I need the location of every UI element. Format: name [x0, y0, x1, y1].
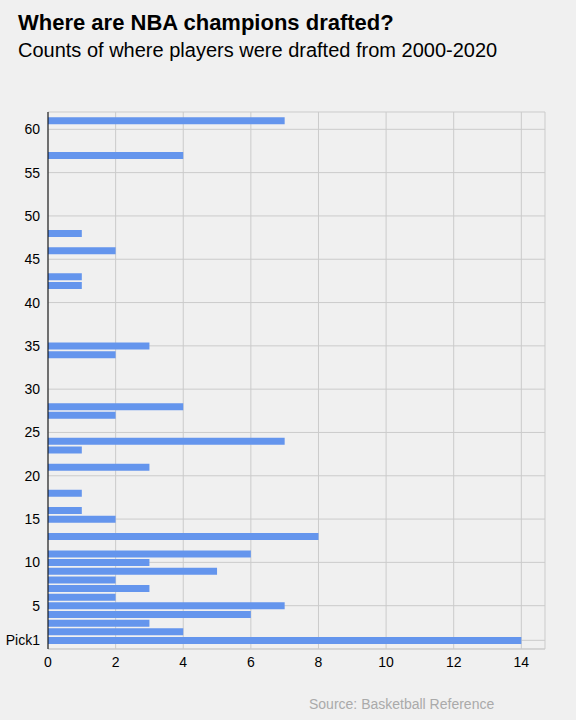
svg-text:10: 10 [24, 554, 40, 570]
svg-text:12: 12 [446, 654, 462, 670]
svg-text:6: 6 [247, 654, 255, 670]
svg-text:40: 40 [24, 295, 40, 311]
svg-text:30: 30 [24, 381, 40, 397]
svg-text:5: 5 [32, 598, 40, 614]
svg-text:8: 8 [315, 654, 323, 670]
html-text:Source: Basketball Reference: Source: Basketball Reference [309, 696, 495, 712]
svg-text:10: 10 [378, 654, 394, 670]
svg-text:14: 14 [514, 654, 530, 670]
svg-text:4: 4 [179, 654, 187, 670]
svg-text:0: 0 [44, 654, 52, 670]
svg-text:20: 20 [24, 468, 40, 484]
svg-text:50: 50 [24, 208, 40, 224]
svg-text:Pick1: Pick1 [8, 632, 40, 648]
svg-text:15: 15 [24, 511, 40, 527]
html-text:Counts of where players were d: Counts of where players were drafted fro… [18, 39, 498, 61]
svg-text:55: 55 [24, 165, 40, 181]
svg-text:2: 2 [112, 654, 120, 670]
html-text:Where are NBA champions drafte: Where are NBA champions drafted? [18, 10, 394, 35]
svg-text:25: 25 [24, 424, 40, 440]
svg-text:45: 45 [24, 251, 40, 267]
svg-text:60: 60 [24, 121, 40, 137]
svg-text:35: 35 [24, 338, 40, 354]
